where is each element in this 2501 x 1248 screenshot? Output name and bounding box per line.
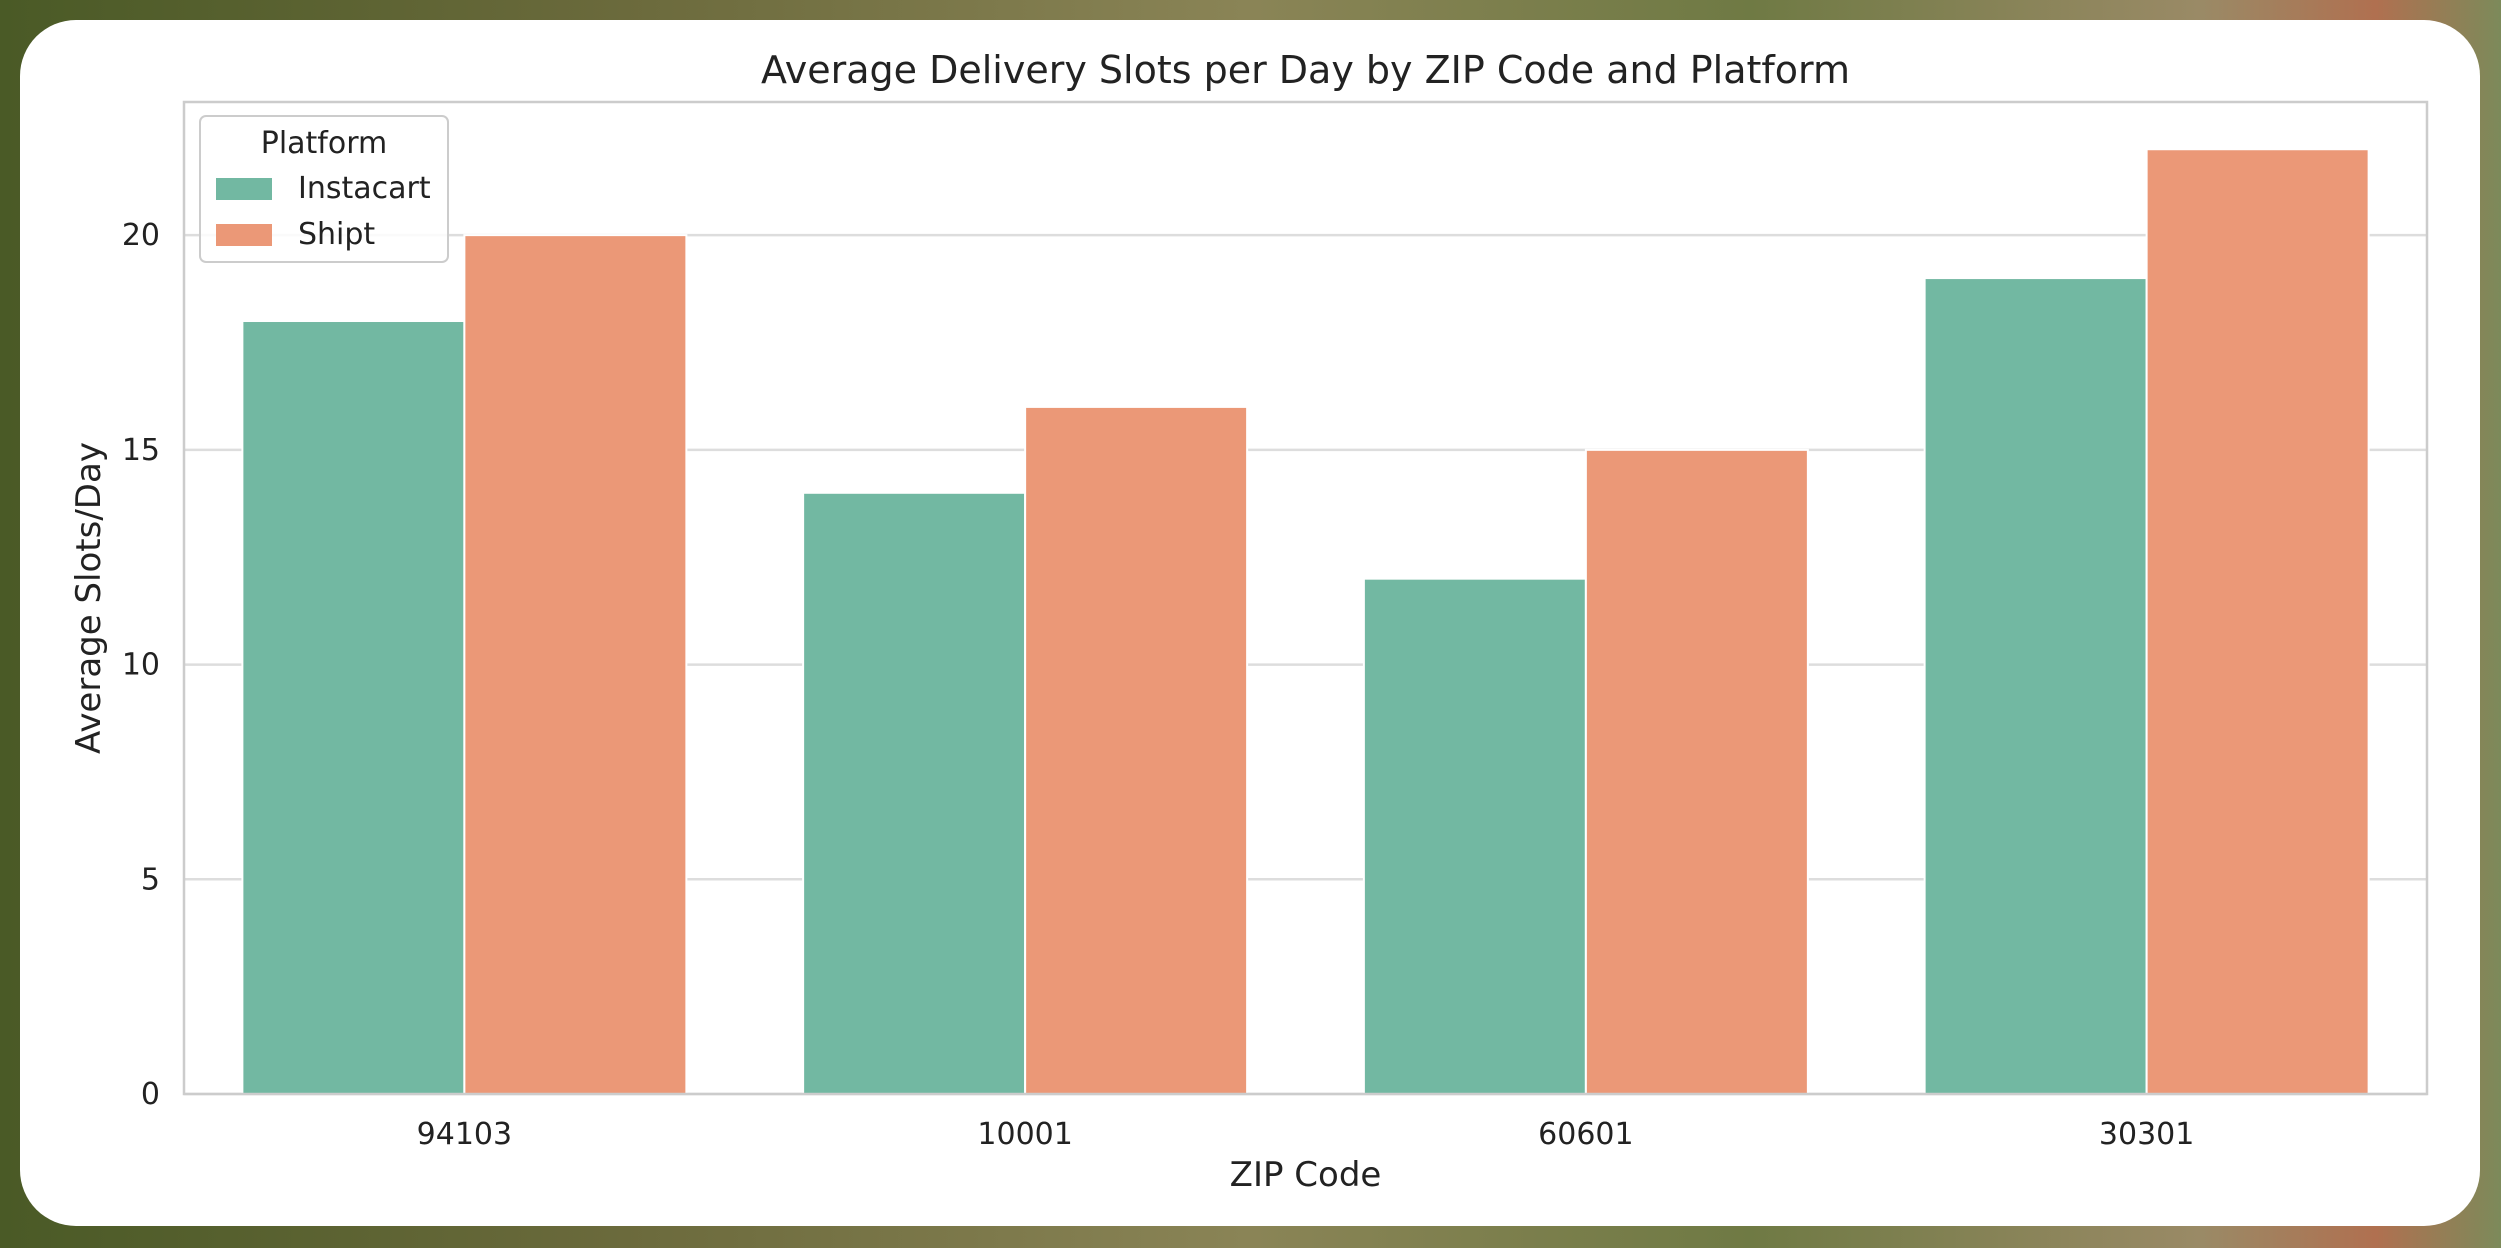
legend-label-shipt: Shipt: [298, 217, 375, 252]
legend-label-instacart: Instacart: [298, 171, 431, 206]
bar-shipt-10001: [1024, 405, 1249, 1095]
legend-swatch-shipt: [216, 224, 272, 246]
legend: Platform Instacart Shipt: [199, 115, 449, 263]
bar-shipt-60601: [1584, 448, 1809, 1095]
bar-instacart-94103: [241, 320, 466, 1095]
y-tick-label-10: 10: [122, 648, 160, 683]
bar-shipt-94103: [463, 234, 688, 1095]
x-tick-label-10001: 10001: [977, 1117, 1072, 1152]
chart-title: Average Delivery Slots per Day by ZIP Co…: [761, 48, 1850, 92]
bar-instacart-60601: [1362, 577, 1587, 1095]
x-tick-label-94103: 94103: [417, 1117, 512, 1152]
x-tick-label-60601: 60601: [1538, 1117, 1633, 1152]
bar-instacart-10001: [802, 491, 1027, 1095]
bar-instacart-30301: [1923, 277, 2148, 1095]
y-tick-label-0: 0: [141, 1077, 160, 1112]
y-tick-label-15: 15: [122, 433, 160, 468]
y-tick-label-5: 5: [141, 862, 160, 897]
tick-labels: 0 5 10 15 20 94103 10001 60601 30301: [122, 218, 2195, 1152]
x-axis-label: ZIP Code: [1230, 1155, 1382, 1195]
legend-swatch-instacart: [216, 178, 272, 200]
x-tick-label-30301: 30301: [2099, 1117, 2194, 1152]
bar-shipt-30301: [2145, 148, 2370, 1095]
y-axis-label: Average Slots/Day: [69, 442, 109, 754]
y-tick-label-20: 20: [122, 218, 160, 253]
bars: [241, 148, 2370, 1095]
legend-items: Instacart Shipt: [216, 171, 431, 252]
plot-frame: [182, 100, 2429, 1096]
legend-title: Platform: [261, 126, 388, 161]
